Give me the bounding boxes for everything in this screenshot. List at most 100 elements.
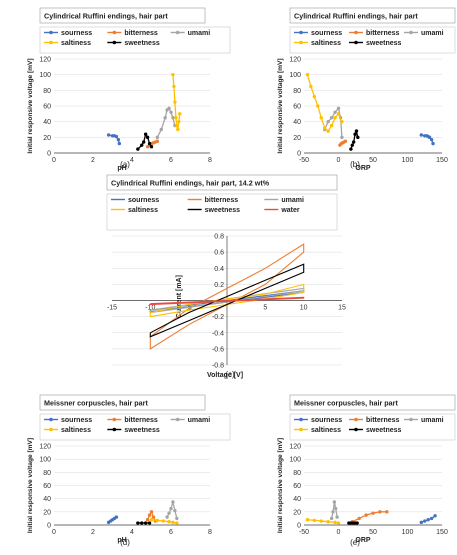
panel-caption: (a) [120,160,130,169]
data-point-sweetness [143,521,148,525]
x-tick-label: 4 [130,529,134,536]
y-tick-label: 60 [293,483,301,490]
legend-label-umami: umami [421,30,444,37]
x-tick-label: 2 [91,157,95,164]
chart-title-box [39,7,206,24]
y-tick-label: 0.2 [214,282,224,289]
data-point-umami [329,116,334,120]
chart-title: Meissner corpuscles, hair part [294,399,398,408]
legend-label-sweetness: sweetness [366,40,402,47]
legend-label-umami: umami [281,197,304,204]
data-point-saltiness [171,72,175,77]
data-point-sourness [433,514,437,518]
data-point-sourness [114,515,119,519]
data-point-umami [163,116,167,120]
data-point-sweetness [353,132,357,136]
data-point-bitterness [385,510,389,514]
data-point-saltiness [319,116,323,120]
data-point-umami [334,506,338,511]
x-tick-label: 6 [169,529,173,536]
series-loop-water [149,296,305,306]
data-point-sweetness [140,521,144,525]
data-point-saltiness [340,119,344,124]
x-axis-label: pH [117,537,126,544]
chart-e: Meissner corpuscles, hair part sourness bi… [277,394,456,547]
y-tick-label: 0.8 [214,234,224,241]
legend-label-bitterness: bitterness [366,417,400,424]
legend-label-bitterness: bitterness [124,30,158,37]
y-tick-label: 0 [47,151,51,158]
data-point-saltiness [173,100,177,104]
legend-marker-sweetness [354,427,358,432]
legend-marker-saltiness [299,427,303,432]
y-tick-label: 100 [289,457,301,464]
legend-label-sweetness: sweetness [366,427,402,434]
data-point-saltiness [329,123,334,128]
y-tick-label: 120 [289,444,301,451]
legend-label-saltiness: saltiness [61,40,91,47]
chart-title-box [106,174,338,191]
chart-title: Meissner corpuscles, hair part [44,399,148,408]
data-point-sourness [426,518,430,522]
x-tick-label: 2 [91,529,95,536]
x-tick-label: 4 [130,157,134,164]
data-point-sweetness [355,521,359,525]
chart-c: Cylindrical Ruffini endings, hair part, … [106,174,346,379]
data-point-sourness [106,133,111,137]
legend-label-saltiness: saltiness [61,427,91,434]
data-point-umami [329,516,334,521]
x-tick-label: 50 [369,529,377,536]
x-tick-label: 0 [52,157,56,164]
x-tick-label: 0 [52,529,56,536]
data-point-saltiness [326,129,330,133]
data-point-saltiness [319,519,323,523]
data-point-umami [173,508,177,513]
x-tick-label: -50 [299,529,309,536]
data-point-sourness [116,137,121,142]
x-axis-label: ORP [355,165,371,172]
legend-marker-umami [409,30,413,35]
legend-label-saltiness: saltiness [128,207,158,214]
data-point-saltiness [312,94,317,99]
x-tick-label: 0 [337,157,341,164]
data-point-umami [171,500,175,504]
legend-label-sourness: sourness [61,30,92,37]
chart-a: Cylindrical Ruffini endings, hair part so… [27,7,231,172]
data-point-bitterness [343,139,348,143]
data-point-saltiness [326,520,330,524]
data-point-sourness [423,519,427,523]
legend-box [289,26,456,54]
legend-label-saltiness: saltiness [311,40,341,47]
data-point-sweetness [136,147,140,151]
data-point-sourness [114,134,119,139]
legend-label-water: water [280,207,300,214]
data-point-saltiness [176,127,180,132]
data-point-saltiness [149,518,154,522]
y-tick-label: 100 [39,72,51,79]
y-tick-label: 80 [43,88,51,95]
data-point-bitterness [145,518,150,522]
data-point-sweetness [356,135,360,140]
x-tick-label: 50 [369,157,377,164]
legend-marker-umami [175,417,180,422]
series-loop-bitterness [149,243,305,350]
data-point-sweetness [143,132,148,136]
y-tick-label: 40 [43,496,51,503]
data-point-sourness [429,516,434,521]
data-point-sourness [427,135,432,140]
data-point-bitterness [151,515,156,519]
legend-label-sourness: sourness [311,417,342,424]
legend-marker-sweetness [354,40,358,45]
data-point-bitterness [155,139,160,143]
legend-marker-sourness [49,30,53,35]
y-tick-label: 20 [43,509,51,516]
legend-box [106,193,338,231]
data-point-bitterness [371,511,375,515]
legend-marker-umami [175,30,180,35]
x-tick-label: 6 [169,157,173,164]
legend-marker-saltiness [299,40,303,45]
panel-caption: (c) [225,370,235,379]
data-point-bitterness [357,516,361,521]
legend-label-bitterness: bitterness [205,197,239,204]
